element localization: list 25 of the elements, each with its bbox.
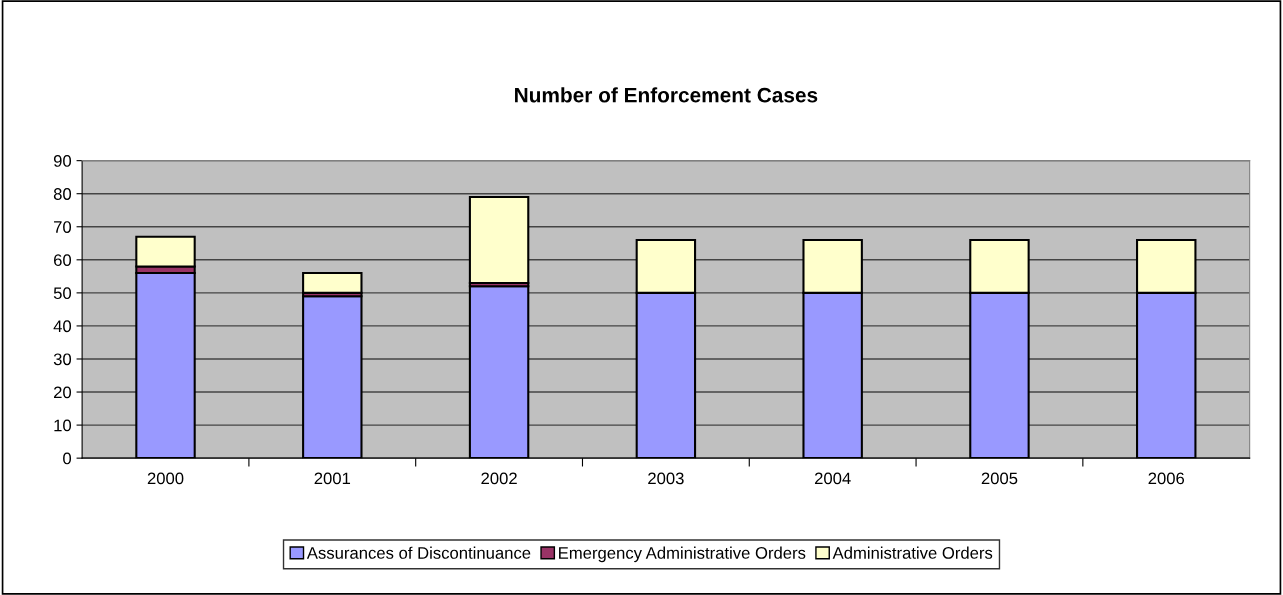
x-tick-label: 2004 bbox=[814, 472, 851, 485]
legend-label: Assurances of Discontinuance bbox=[306, 546, 531, 559]
x-tick-label: 2000 bbox=[147, 472, 184, 485]
y-tick-label: 50 bbox=[53, 287, 72, 300]
y-tick-label: 20 bbox=[54, 386, 72, 399]
y-tick-label: 0 bbox=[63, 452, 72, 465]
bar bbox=[302, 272, 363, 294]
x-tick-label: 2005 bbox=[981, 472, 1018, 485]
y-tick-label: 90 bbox=[53, 155, 72, 167]
y-tick-label: 40 bbox=[53, 320, 72, 333]
y-tick-label: 80 bbox=[53, 188, 72, 200]
bar bbox=[468, 285, 530, 459]
x-tick-label: 2006 bbox=[1148, 472, 1185, 485]
y-tick-label: 60 bbox=[54, 254, 72, 267]
y-tick-label: 10 bbox=[54, 419, 72, 432]
x-tick-label: 2003 bbox=[648, 472, 684, 485]
y-tick-label: 30 bbox=[53, 353, 72, 366]
bar bbox=[302, 295, 363, 459]
y-tick-label: 70 bbox=[54, 221, 72, 233]
x-tick-label: 2001 bbox=[314, 472, 351, 485]
chart-title: Number of Enforcement Cases bbox=[515, 87, 818, 103]
bar bbox=[468, 195, 530, 284]
legend-label: Administrative Orders bbox=[832, 546, 993, 559]
x-tick-label: 2002 bbox=[481, 472, 517, 485]
legend-label: Emergency Administrative Orders bbox=[559, 546, 806, 563]
